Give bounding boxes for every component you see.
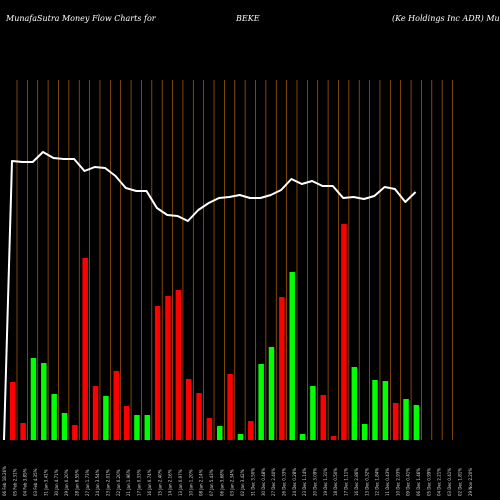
x-tick-label: 03 Jan 2.34% bbox=[230, 469, 235, 496]
x-tick-label: 14 Jan 2.16% bbox=[168, 469, 173, 496]
x-tick-label: 24 Jan 3.54% bbox=[95, 469, 100, 496]
x-tick-label: 04 Feb 3.85% bbox=[23, 468, 28, 496]
money-flow-line bbox=[3, 151, 417, 441]
x-tick-label: 07 Jan 5.43% bbox=[209, 469, 214, 496]
x-tick-label: 17 Jan 0.33% bbox=[137, 469, 142, 496]
bar-down bbox=[92, 386, 99, 440]
x-tick-label: 27 Dec 2.40% bbox=[271, 468, 276, 496]
bar-down bbox=[196, 393, 202, 440]
bar-down bbox=[72, 425, 78, 440]
bar-down bbox=[113, 371, 119, 440]
bar-down bbox=[20, 423, 26, 440]
bar-up bbox=[30, 358, 37, 440]
bar-down bbox=[320, 395, 326, 440]
bar-up bbox=[217, 426, 223, 440]
x-tick-label: 31 Dec 3.50% bbox=[250, 468, 255, 496]
x-tick-label: 27 Jan 1.73% bbox=[85, 469, 90, 496]
x-tick-label: 02 Jan 3.42% bbox=[240, 469, 245, 496]
bar-down bbox=[279, 297, 285, 440]
header-right: (Ke Holdings Inc ADR) MunafaSutra.com bbox=[392, 14, 500, 23]
bar-down bbox=[175, 290, 182, 440]
bar-up bbox=[372, 380, 378, 440]
x-tick-label: 05 Feb 2.31% bbox=[12, 468, 17, 496]
x-tick-label: 03 Feb 4.35% bbox=[33, 468, 38, 496]
x-tick-label: 13 Dec 0.32% bbox=[364, 468, 369, 496]
bar-down bbox=[206, 418, 213, 440]
x-tick-label: 30 Jan 4.71% bbox=[54, 469, 59, 496]
x-tick-label: 24 Dec 0.28% bbox=[292, 468, 297, 496]
bar-up bbox=[351, 367, 358, 440]
bar-up bbox=[51, 394, 57, 440]
header-left: MunafaSutra Money Flow Charts for bbox=[6, 14, 156, 23]
x-tick-label: 16 Jan 0.74% bbox=[147, 469, 152, 496]
x-tick-label: 02 Dec 1.81% bbox=[457, 468, 462, 496]
x-tick-labels: 06 Feb 18.26% 05 Feb 2.31% 04 Feb 3.85% 03 … bbox=[2, 466, 473, 496]
bar-down bbox=[392, 403, 399, 440]
bar-up bbox=[382, 381, 389, 440]
bar-up bbox=[134, 415, 140, 440]
x-tick-label: 10 Dec 2.93% bbox=[395, 468, 400, 496]
x-tick-label: 05 Dec 0.99% bbox=[426, 468, 431, 496]
bar-down bbox=[165, 296, 171, 440]
x-tick-label: 16 Dec 2.86% bbox=[354, 468, 359, 496]
bar-down bbox=[82, 258, 88, 440]
x-tick-label: 15 Jan 2.40% bbox=[157, 469, 162, 496]
bar-up bbox=[61, 413, 68, 440]
x-tick-label: 20 Dec 3.09% bbox=[313, 468, 318, 496]
bar-up bbox=[258, 364, 264, 440]
x-tick-label: 29 Nov 2.20% bbox=[468, 468, 473, 496]
bar-down bbox=[10, 382, 16, 440]
bar-up bbox=[268, 347, 275, 440]
grid-lines bbox=[16, 80, 453, 440]
bar-down bbox=[123, 406, 130, 440]
bar-up bbox=[310, 386, 316, 440]
bar-up bbox=[41, 363, 47, 440]
bar-down bbox=[330, 436, 337, 440]
x-tick-label: 09 Dec 0.41% bbox=[406, 468, 411, 496]
bar-down bbox=[341, 224, 347, 440]
bar-up bbox=[403, 399, 409, 440]
bar-up bbox=[103, 396, 109, 440]
bar-down bbox=[154, 306, 161, 440]
bar-up bbox=[144, 415, 151, 440]
x-tick-label: 06 Dec 1.46% bbox=[416, 468, 421, 496]
x-tick-label: 04 Dec 2.21% bbox=[437, 468, 442, 496]
bar-down bbox=[227, 374, 233, 440]
money-flow-line-group bbox=[3, 151, 417, 441]
x-tick-label: 23 Dec 1.14% bbox=[302, 468, 307, 496]
x-tick-label: 21 Jan 1.96% bbox=[126, 469, 131, 496]
x-tick-label: 22 Jan 0.20% bbox=[116, 469, 121, 496]
x-tick-label: 19 Dec 1.31% bbox=[323, 468, 328, 496]
x-tick-label: 17 Dec 1.11% bbox=[344, 468, 349, 496]
bar-up bbox=[299, 434, 306, 440]
x-tick-label: 03 Dec 0.41% bbox=[447, 468, 452, 496]
x-tick-label: 18 Dec 0.50% bbox=[333, 468, 338, 496]
bar-down bbox=[248, 421, 254, 440]
x-tick-label: 06 Jan 3.68% bbox=[219, 469, 224, 496]
x-tick-label: 26 Dec 0.33% bbox=[281, 468, 286, 496]
bar-up bbox=[361, 424, 368, 440]
x-tick-label: 30 Dec 0.48% bbox=[261, 468, 266, 496]
bar-down bbox=[185, 379, 192, 440]
x-tick-label: 06 Feb 18.26% bbox=[2, 466, 7, 496]
x-tick-label: 12 Dec 1.84% bbox=[375, 468, 380, 496]
x-tick-label: 11 Dec 0.43% bbox=[385, 468, 390, 496]
bar-up bbox=[237, 434, 244, 440]
x-tick-label: 23 Jan 2.01% bbox=[106, 469, 111, 496]
x-tick-label: 10 Jan 1.20% bbox=[188, 469, 193, 496]
x-tick-label: 13 Jan 0.97% bbox=[178, 469, 183, 496]
bars bbox=[10, 224, 420, 440]
x-tick-label: 08 Jan 2.14% bbox=[199, 469, 204, 496]
bar-up bbox=[413, 405, 420, 440]
x-tick-label: 31 Jan 3.41% bbox=[43, 469, 48, 496]
x-tick-label: 29 Jan 0.20% bbox=[64, 469, 69, 496]
bar-up bbox=[289, 272, 295, 440]
x-tick-label: 28 Jan 8.55% bbox=[75, 469, 80, 496]
header-ticker: BEKE bbox=[236, 14, 260, 23]
